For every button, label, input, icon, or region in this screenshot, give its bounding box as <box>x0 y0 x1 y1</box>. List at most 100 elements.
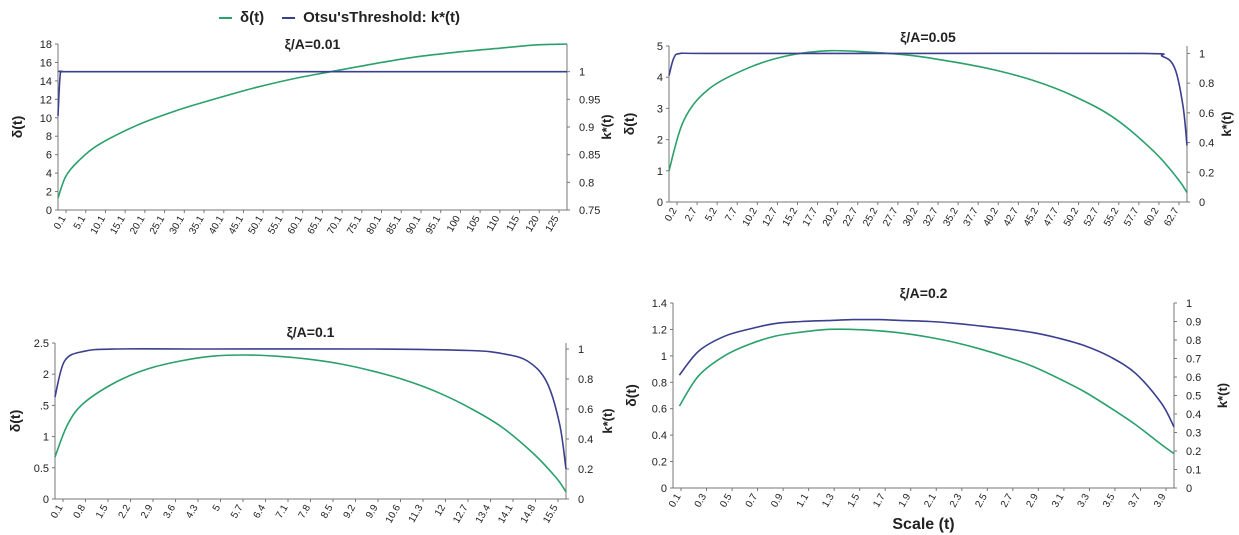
x-tick-label: 30.2 <box>901 206 920 229</box>
x-tick-label: 0.2 <box>663 206 680 224</box>
y-left-axis-label: δ(t) <box>623 384 639 406</box>
y-left-tick-label: 12 <box>40 94 52 106</box>
x-tick-label: 37.7 <box>962 206 981 229</box>
y-left-tick-label: 4 <box>657 72 663 84</box>
y-left-tick-label: 0 <box>661 483 667 495</box>
y-right-tick-label: 0.1 <box>1186 465 1201 477</box>
x-tick-label: 57.7 <box>1122 206 1141 229</box>
y-left-tick-label: 0.4 <box>652 430 667 442</box>
y-left-tick-label: 1 <box>661 351 667 363</box>
y-left-tick-label: 0.6 <box>652 404 667 416</box>
series-line-delta <box>678 328 1175 455</box>
chart-title: ξ/A=0.05 <box>900 29 956 45</box>
y-right-axis-label: k*(t) <box>1215 383 1230 408</box>
y-right-tick-label: 0.4 <box>578 434 593 446</box>
y-right-tick-label: 0.9 <box>579 122 594 134</box>
x-tick-label: 12.7 <box>761 206 780 229</box>
x-tick-label: 115 <box>505 214 523 234</box>
legend-swatch-otsu <box>282 16 296 19</box>
x-tick-label: 2.5 <box>973 492 990 510</box>
x-tick-label: 47.7 <box>1042 206 1061 229</box>
y-right-tick-label: 0.3 <box>1186 428 1201 440</box>
series-line-delta <box>57 43 568 199</box>
legend: δ(t) Otsu'sThreshold: k*(t) <box>219 9 478 26</box>
x-tick-label: 5.7 <box>229 503 246 521</box>
y-left-tick-label: 16 <box>40 57 52 69</box>
y-left-tick-label: 2 <box>46 187 52 199</box>
x-tick-label: 2.7 <box>999 492 1016 510</box>
x-tick-label: 105 <box>465 214 483 234</box>
y-left-tick-label: .5 <box>40 400 49 412</box>
y-right-tick-label: 0.8 <box>578 374 593 386</box>
x-tick-label: 5.1 <box>72 214 89 232</box>
chart-title: ξ/A=0.1 <box>287 324 335 340</box>
y-right-tick-label: 0.2 <box>1186 446 1201 458</box>
x-tick-label: 90.1 <box>404 214 423 237</box>
x-tick-label: 14.8 <box>519 503 538 526</box>
y-right-tick-label: 0.7 <box>1186 354 1201 366</box>
y-right-axis-label: k*(t) <box>1219 111 1234 136</box>
x-tick-label: 40.1 <box>207 214 226 237</box>
x-tick-label: 110 <box>485 214 503 234</box>
y-left-tick-label: 0.5 <box>34 463 49 475</box>
x-tick-label: 5.2 <box>703 206 720 224</box>
x-tick-label: 32.7 <box>921 206 940 229</box>
chart-panel-3: 00.51.522.500.20.40.60.810.1 0.8 1.5 2.2 2.9… <box>7 324 615 525</box>
series-line-delta <box>54 354 567 493</box>
x-tick-label: 12.7 <box>451 503 470 526</box>
x-tick-label: 0.1 <box>667 492 684 510</box>
y-right-axis-label: k*(t) <box>599 114 614 139</box>
x-tick-label: 2.7 <box>683 206 700 224</box>
x-tick-label: 10.6 <box>384 503 403 526</box>
x-tick-label: 60.2 <box>1142 206 1161 229</box>
x-tick-label: 1.3 <box>820 492 837 510</box>
y-right-tick-label: 1 <box>1199 48 1205 60</box>
y-left-axis-label: δ(t) <box>7 410 23 432</box>
y-right-tick-label: 0.8 <box>1199 78 1214 90</box>
y-left-tick-label: 2 <box>43 369 49 381</box>
y-left-tick-label: 14 <box>40 76 52 88</box>
y-left-tick-label: 6 <box>46 150 52 162</box>
x-tick-label: 0.5 <box>718 492 735 510</box>
y-left-tick-label: 1 <box>657 166 663 178</box>
x-tick-label: 0.1 <box>52 214 69 232</box>
x-tick-label: 6.4 <box>252 503 269 521</box>
x-tick-label: 15.5 <box>541 503 560 526</box>
legend-label-otsu: Otsu'sThreshold: k*(t) <box>303 9 461 26</box>
x-tick-label: 40.2 <box>982 206 1001 229</box>
x-tick-label: 65.1 <box>306 214 325 237</box>
chart-panel-4: 00.20.40.60.811.21.400.10.20.30.40.50.60… <box>623 285 1230 533</box>
x-tick-label: 0.7 <box>744 492 761 510</box>
x-tick-label: 42.7 <box>1002 206 1021 229</box>
x-tick-label: 30.1 <box>168 214 187 237</box>
y-left-tick-label: 0 <box>46 205 52 217</box>
x-tick-label: 3.3 <box>1076 492 1093 510</box>
x-tick-label: 70.1 <box>325 214 344 237</box>
y-right-tick-label: 0.8 <box>579 177 594 189</box>
x-tick-label: 13.4 <box>474 503 493 526</box>
x-tick-label: 85.1 <box>385 214 404 237</box>
y-right-tick-label: 0.6 <box>1186 372 1201 384</box>
x-tick-label: 15.2 <box>781 206 800 229</box>
x-tick-label: 0.3 <box>693 492 710 510</box>
x-tick-label: 120 <box>524 214 542 234</box>
x-axis-label: Scale (t) <box>892 516 954 533</box>
series-line-otsu <box>668 52 1188 146</box>
legend-swatch-delta <box>219 16 232 19</box>
x-tick-label: 22.7 <box>841 206 860 229</box>
x-tick-label: 60.1 <box>286 214 305 237</box>
x-tick-label: 0.9 <box>769 492 786 510</box>
y-right-tick-label: 0.4 <box>1186 409 1201 421</box>
series-line-otsu <box>678 318 1175 428</box>
y-left-tick-label: 0.8 <box>652 377 667 389</box>
y-right-axis-label: k*(t) <box>600 408 615 433</box>
x-tick-label: 2.9 <box>139 503 156 521</box>
x-tick-label: 45.1 <box>227 214 246 237</box>
y-right-tick-label: 1 <box>579 67 585 79</box>
x-tick-label: 17.7 <box>801 206 820 229</box>
y-left-tick-label: 0 <box>43 494 49 506</box>
x-tick-label: 55.1 <box>266 214 285 237</box>
